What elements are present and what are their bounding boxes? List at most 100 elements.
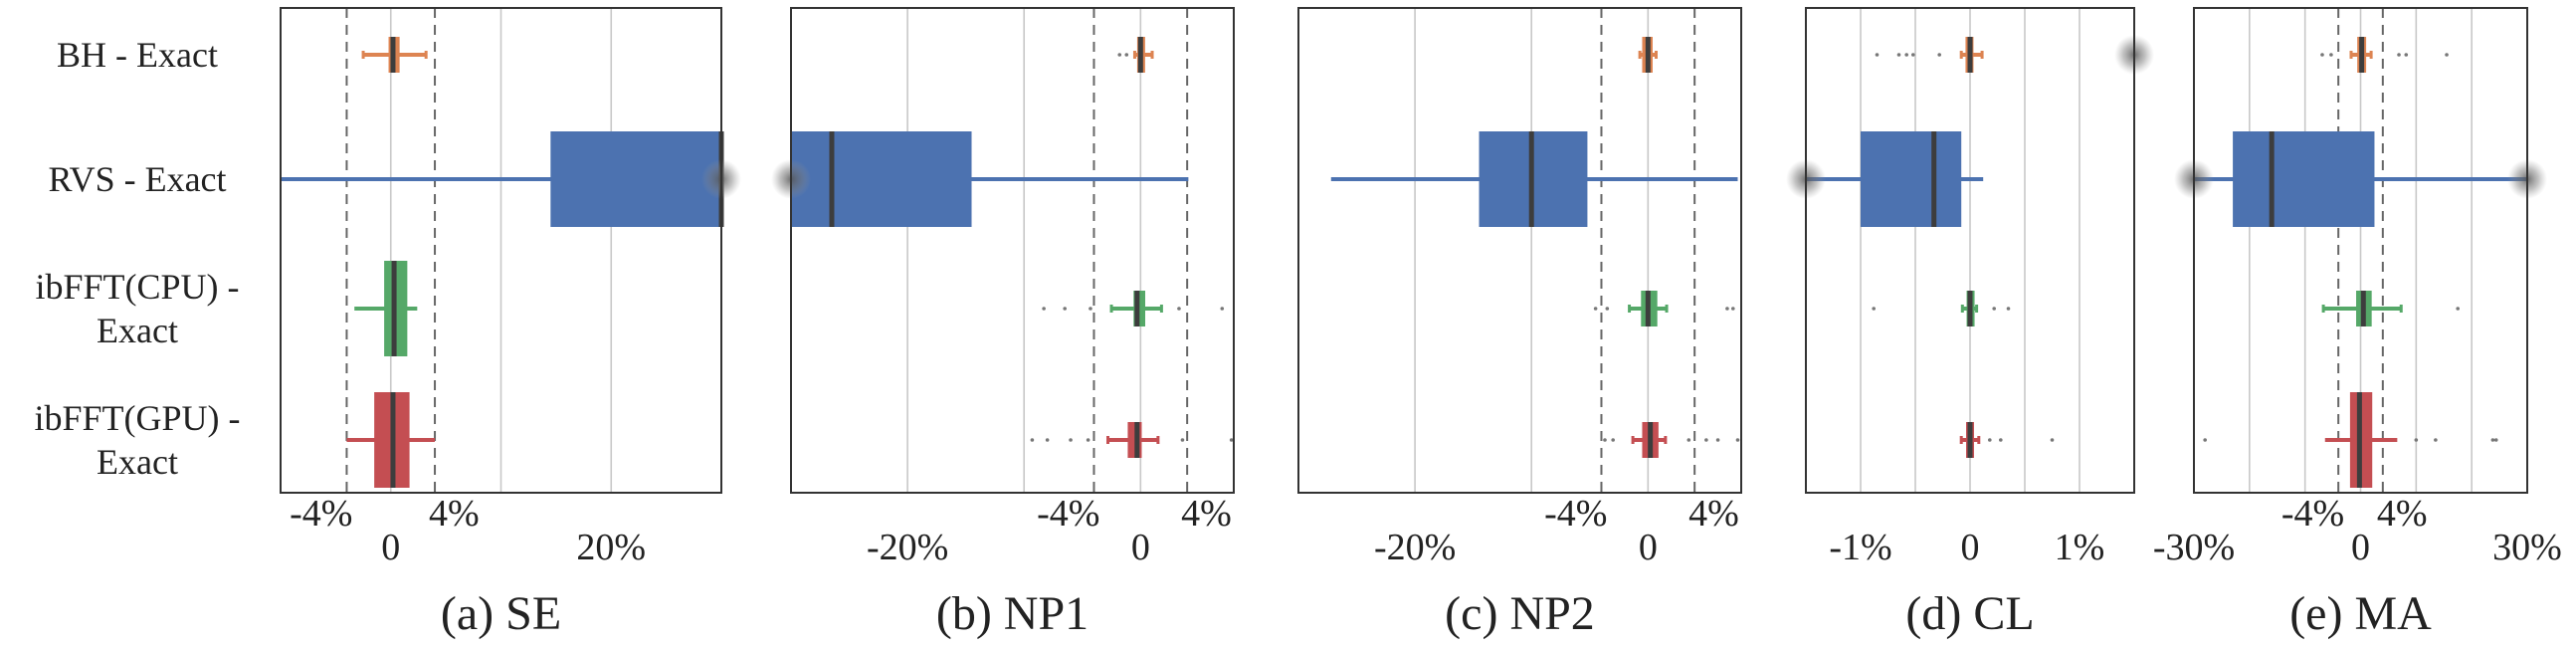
row-label-line: Exact (97, 442, 178, 482)
outlier-point (1117, 53, 1122, 57)
outlier-point (1605, 307, 1610, 311)
outlier-point (1124, 53, 1129, 57)
panel-c: -20% -4% 0 4% (c) NP2 (1297, 7, 1742, 640)
outlier-point (1715, 438, 1720, 442)
outlier-point (2320, 53, 2324, 57)
box-series (1875, 35, 2154, 75)
outlier-point (1045, 438, 1050, 442)
box-series (1786, 131, 1984, 227)
plot-frame (1297, 7, 1742, 494)
panel-caption: (d) CL (1905, 587, 2034, 640)
box-series (1042, 291, 1225, 326)
tick-label: 30% (2492, 527, 2562, 568)
row-label-line: ibFFT(CPU) - (35, 267, 239, 307)
outlier-point (1872, 307, 1876, 311)
outlier-point (2490, 438, 2495, 442)
tick-label: 20% (576, 527, 646, 568)
outlier-point (2050, 438, 2055, 442)
tick-label: -20% (867, 527, 948, 568)
outlier-point (1896, 53, 1901, 57)
outlier-point (2493, 438, 2498, 442)
row-label: BH - Exact (57, 35, 218, 75)
box-series (281, 131, 741, 227)
outlier-point (2414, 438, 2419, 442)
outlier-point (1593, 307, 1598, 311)
outlier-point (1229, 438, 1234, 442)
outlier-point (1686, 438, 1691, 442)
box-series (1117, 37, 1154, 73)
outlier-point (2203, 438, 2207, 442)
box-series (361, 37, 428, 73)
tick-label: 4% (2377, 493, 2428, 535)
panel-b: -20% -4% 0 4% (b) NP1 (771, 7, 1235, 640)
row-label-line: Exact (97, 311, 178, 350)
outlier-point (2456, 307, 2461, 311)
outlier-point (1988, 438, 1992, 442)
plot-frame (1805, 7, 2135, 494)
box (550, 131, 721, 227)
tick-label: 0 (2351, 527, 2370, 568)
outlier-point (1992, 307, 1996, 311)
tick-label: 0 (1961, 527, 1980, 568)
outlier-point (1725, 307, 1729, 311)
outlier-point (1904, 53, 1908, 57)
box-series (2321, 291, 2461, 326)
outlier-point (1611, 438, 1615, 442)
tick-label: 4% (1181, 493, 1232, 535)
box-series (1638, 37, 1659, 73)
outlier-point (2329, 53, 2333, 57)
tick-label: -1% (1829, 527, 1891, 568)
box-series (1959, 422, 2055, 458)
tick-label: 0 (381, 527, 400, 568)
outlier-point (1063, 307, 1067, 311)
box (1861, 131, 1962, 227)
tick-label: -4% (1544, 493, 1607, 535)
row-label-line: BH - Exact (57, 35, 218, 75)
box (2233, 131, 2375, 227)
panel-caption: (b) NP1 (936, 587, 1089, 640)
panel-e: -30% -4%04% 30% (e) MA (2153, 7, 2562, 640)
outlier-point (1220, 307, 1225, 311)
outlier-point (1911, 53, 1915, 57)
box-series (771, 131, 1189, 227)
outlier-point (1731, 307, 1735, 311)
box-series (1330, 131, 1738, 227)
outlier-point (1937, 53, 1941, 57)
box-series (1603, 422, 1740, 458)
tick-label: 4% (429, 493, 480, 535)
tick-label: -4% (1037, 493, 1099, 535)
row-label: ibFFT(CPU) - Exact (35, 267, 239, 350)
row-label-line: RVS - Exact (48, 159, 226, 199)
panel-d: -1% 0 1% (d) CL (1786, 7, 2154, 640)
outlier-point (2404, 53, 2409, 57)
tick-label: 1% (2055, 527, 2105, 568)
box-series (1872, 291, 2011, 326)
panel-a: -4% 0 4% 20% (a) SE (280, 7, 741, 640)
box-series (1593, 291, 1735, 326)
tick-label: -4% (290, 493, 352, 535)
box-series (2203, 392, 2498, 488)
outlier-point (1603, 438, 1607, 442)
outlier-point (1875, 53, 1880, 57)
panel-caption: (a) SE (441, 587, 561, 640)
row-label: ibFFT(GPU) -Exact (34, 398, 240, 482)
outlier-point (2445, 53, 2449, 57)
tick-label: 0 (1131, 527, 1150, 568)
panel-caption: (e) MA (2289, 587, 2432, 640)
outlier-point (1180, 438, 1185, 442)
outlier-point (2006, 307, 2011, 311)
plot-frame (280, 7, 722, 494)
tick-label: 4% (1688, 493, 1739, 535)
box-series (346, 392, 436, 488)
panel-caption: (c) NP2 (1445, 587, 1595, 640)
row-label: RVS - Exact (48, 159, 226, 199)
outlier-point (2434, 438, 2438, 442)
outlier-point (1704, 438, 1708, 442)
outlier-point (1735, 438, 1740, 442)
tick-label: -30% (2153, 527, 2235, 568)
box-series (2174, 131, 2547, 227)
box-series (1030, 422, 1234, 458)
box (791, 131, 972, 227)
row-label-line: ibFFT(GPU) - (34, 398, 240, 438)
